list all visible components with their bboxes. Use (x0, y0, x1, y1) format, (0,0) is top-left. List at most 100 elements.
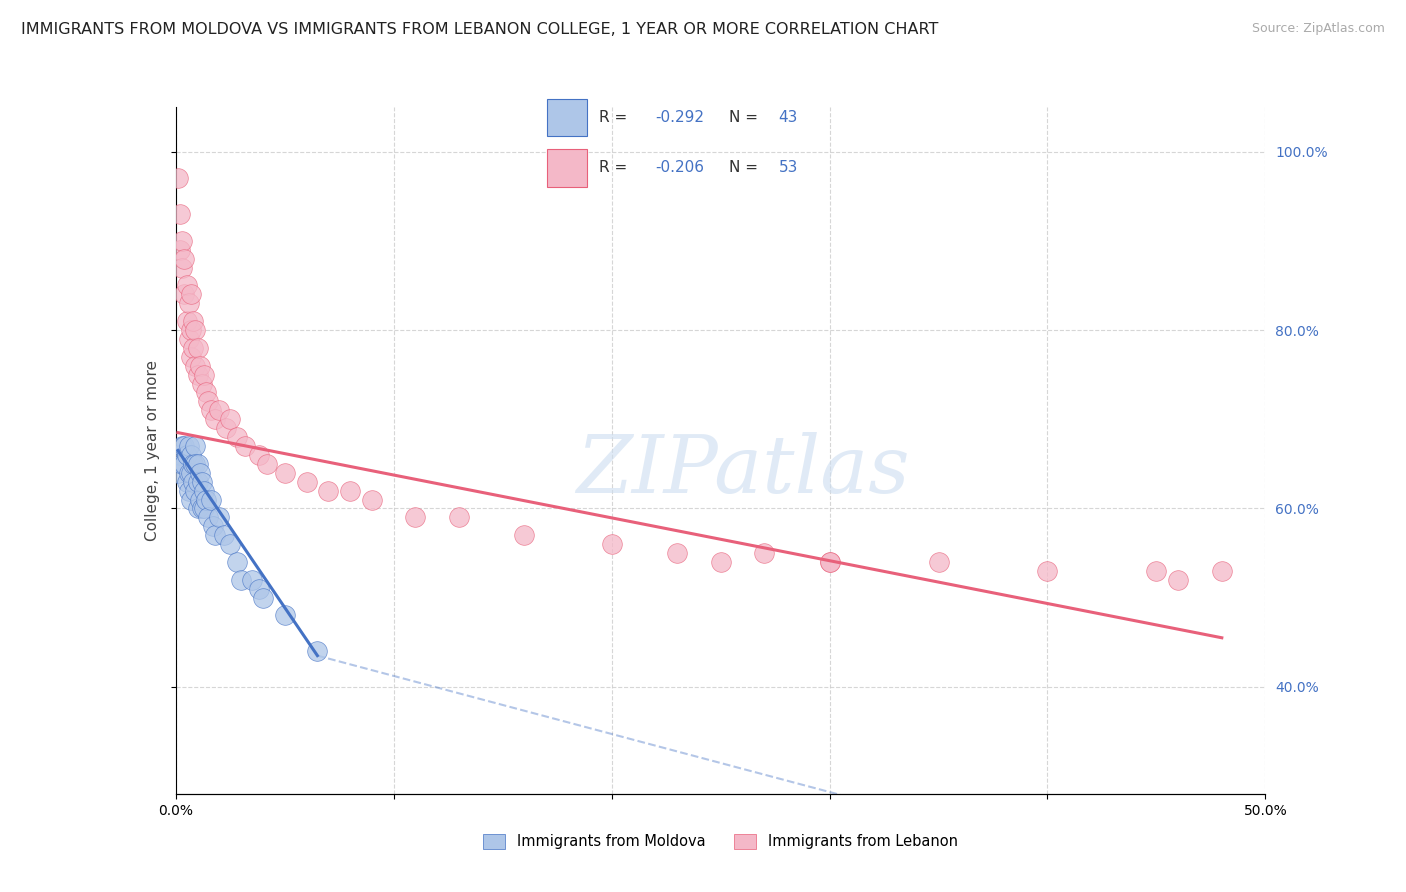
Point (256, 457, 278, 471)
Point (186, 457, 209, 471)
Point (177, 466, 200, 480)
Point (173, 457, 195, 471)
Point (225, 430, 247, 444)
Point (360, 492, 382, 507)
Point (307, 644, 329, 658)
Point (247, 582, 270, 596)
Text: -0.206: -0.206 (655, 161, 704, 176)
Point (219, 537, 242, 551)
Point (197, 394, 219, 409)
Point (818, 555, 841, 569)
Y-axis label: College, 1 year or more: College, 1 year or more (145, 360, 160, 541)
Point (177, 296, 200, 310)
Point (180, 492, 202, 507)
Point (235, 439, 257, 453)
Point (195, 492, 218, 507)
Point (666, 546, 689, 560)
Point (176, 448, 198, 462)
Point (186, 368, 209, 382)
Bar (547, 99, 586, 136)
Point (405, 510, 427, 524)
Point (200, 403, 222, 417)
Point (295, 475, 318, 489)
Point (181, 457, 204, 471)
Point (184, 359, 207, 373)
Point (177, 483, 200, 498)
Point (180, 466, 202, 480)
Point (176, 475, 198, 489)
Text: N =: N = (730, 110, 763, 125)
Point (212, 528, 235, 542)
Point (172, 234, 194, 248)
Point (177, 439, 200, 453)
Point (186, 501, 209, 516)
Point (176, 278, 198, 293)
Text: R =: R = (599, 161, 633, 176)
Point (184, 323, 207, 337)
Point (1167, 573, 1189, 587)
Point (167, 466, 190, 480)
Point (172, 457, 194, 471)
Point (173, 252, 195, 266)
Point (1036, 564, 1059, 578)
Point (193, 483, 215, 498)
Point (180, 448, 202, 462)
Point (193, 368, 215, 382)
Point (173, 439, 195, 453)
Text: -0.292: -0.292 (655, 110, 704, 125)
Point (181, 341, 204, 355)
Point (240, 573, 263, 587)
Point (208, 510, 231, 524)
Legend: Immigrants from Moldova, Immigrants from Lebanon: Immigrants from Moldova, Immigrants from… (477, 828, 965, 855)
Point (169, 448, 191, 462)
Point (274, 608, 297, 623)
Point (204, 528, 226, 542)
Point (200, 492, 222, 507)
Point (186, 341, 209, 355)
Point (172, 439, 194, 453)
Point (339, 483, 361, 498)
Point (600, 537, 623, 551)
Text: ZIPatlas: ZIPatlas (575, 433, 910, 510)
Point (318, 483, 340, 498)
Point (513, 528, 536, 542)
Point (181, 314, 204, 328)
Text: N =: N = (730, 161, 763, 176)
Point (215, 421, 238, 435)
Point (169, 207, 191, 221)
Point (754, 546, 776, 560)
Point (177, 332, 200, 346)
Point (184, 457, 207, 471)
Point (201, 519, 224, 533)
Point (225, 555, 247, 569)
Point (180, 350, 202, 364)
Point (219, 412, 242, 426)
Point (180, 323, 202, 337)
Point (188, 466, 211, 480)
Point (231, 573, 253, 587)
Text: 53: 53 (779, 161, 799, 176)
Point (180, 287, 202, 301)
Text: 43: 43 (779, 110, 799, 125)
Point (181, 475, 204, 489)
Bar (547, 149, 586, 186)
Point (197, 510, 219, 524)
Point (195, 385, 218, 400)
Point (184, 483, 207, 498)
Point (167, 171, 190, 186)
Point (1144, 564, 1167, 578)
Point (818, 555, 841, 569)
Point (710, 555, 733, 569)
Point (173, 287, 195, 301)
Point (208, 403, 231, 417)
Point (184, 439, 207, 453)
Point (188, 359, 211, 373)
Point (447, 510, 470, 524)
Point (191, 475, 214, 489)
Point (204, 412, 226, 426)
Text: IMMIGRANTS FROM MOLDOVA VS IMMIGRANTS FROM LEBANON COLLEGE, 1 YEAR OR MORE CORRE: IMMIGRANTS FROM MOLDOVA VS IMMIGRANTS FR… (21, 22, 938, 37)
Point (274, 466, 297, 480)
Point (1211, 564, 1233, 578)
Point (188, 492, 211, 507)
Point (193, 501, 215, 516)
